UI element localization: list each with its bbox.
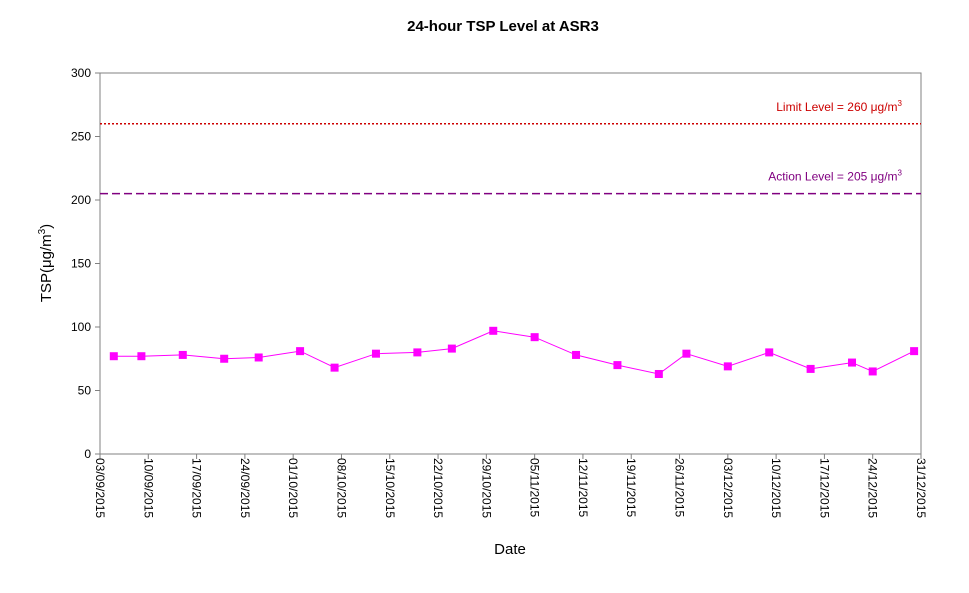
- action-level-label: Action Level = 205 μg/m3: [768, 169, 902, 184]
- data-point: [868, 367, 877, 376]
- x-tick-label: 19/11/2015: [624, 458, 638, 517]
- x-axis: 03/09/2015 10/09/2015 17/09/2015 24/09/2015…: [93, 454, 928, 518]
- plot-area: [99, 72, 922, 455]
- data-point: [296, 347, 305, 356]
- x-axis-label: Date: [494, 541, 526, 558]
- data-point: [613, 361, 622, 370]
- data-point: [806, 364, 815, 373]
- data-point: [330, 363, 339, 372]
- data-point: [654, 369, 663, 378]
- data-point: [848, 358, 857, 367]
- data-point: [137, 352, 146, 361]
- limit-level-label: Limit Level = 260 μg/m3: [776, 99, 902, 114]
- data-point: [371, 349, 380, 358]
- x-tick-label: 10/12/2015: [769, 458, 783, 518]
- data-point: [413, 348, 422, 357]
- data-point: [572, 350, 581, 359]
- x-tick-label: 12/11/2015: [576, 458, 590, 517]
- series-line: [113, 330, 915, 375]
- y-tick-label: 0: [84, 447, 91, 461]
- x-tick-label: 17/09/2015: [190, 458, 204, 518]
- y-tick-label: 250: [71, 130, 91, 144]
- y-tick-label: 200: [71, 193, 91, 207]
- data-point: [220, 354, 229, 363]
- data-point: [489, 326, 498, 335]
- data-point: [723, 362, 732, 371]
- y-axis: 0 50 100 150 200 250 300: [71, 66, 100, 461]
- data-point: [910, 347, 919, 356]
- x-tick-label: 29/10/2015: [479, 458, 493, 518]
- data-point: [530, 333, 539, 342]
- reference-lines: Limit Level = 260 μg/m3 Action Level = 20…: [100, 99, 921, 195]
- x-tick-label: 24/12/2015: [866, 458, 880, 518]
- x-tick-label: 26/11/2015: [673, 458, 687, 517]
- y-tick-label: 50: [78, 384, 92, 398]
- x-tick-label: 31/12/2015: [914, 458, 928, 518]
- data-point: [109, 352, 118, 361]
- x-tick-label: 17/12/2015: [817, 458, 831, 518]
- data-point: [682, 349, 691, 358]
- x-tick-label: 10/09/2015: [141, 458, 155, 518]
- x-tick-label: 03/12/2015: [721, 458, 735, 518]
- y-axis-label-close: ): [38, 224, 55, 229]
- y-axis-label: TSP(μg/m3): [37, 224, 55, 302]
- x-tick-label: 01/10/2015: [286, 458, 300, 518]
- x-tick-label: 08/10/2015: [334, 458, 348, 518]
- y-tick-label: 300: [71, 66, 91, 80]
- x-tick-label: 15/10/2015: [383, 458, 397, 518]
- y-axis-label-sup: 3: [37, 228, 48, 234]
- tsp-series: [109, 326, 919, 378]
- data-point: [254, 353, 263, 362]
- data-point: [765, 348, 774, 357]
- x-tick-label: 22/10/2015: [431, 458, 445, 518]
- chart-title: 24-hour TSP Level at ASR3: [407, 18, 599, 35]
- data-point: [447, 344, 456, 353]
- y-tick-label: 150: [71, 257, 91, 271]
- data-point: [178, 350, 187, 359]
- x-tick-label: 05/11/2015: [528, 458, 542, 517]
- y-axis-label-main: TSP(: [38, 268, 55, 302]
- y-axis-label-unit: μg/m: [38, 234, 55, 268]
- x-tick-label: 03/09/2015: [93, 458, 107, 518]
- x-tick-label: 24/09/2015: [238, 458, 252, 518]
- y-tick-label: 100: [71, 320, 91, 334]
